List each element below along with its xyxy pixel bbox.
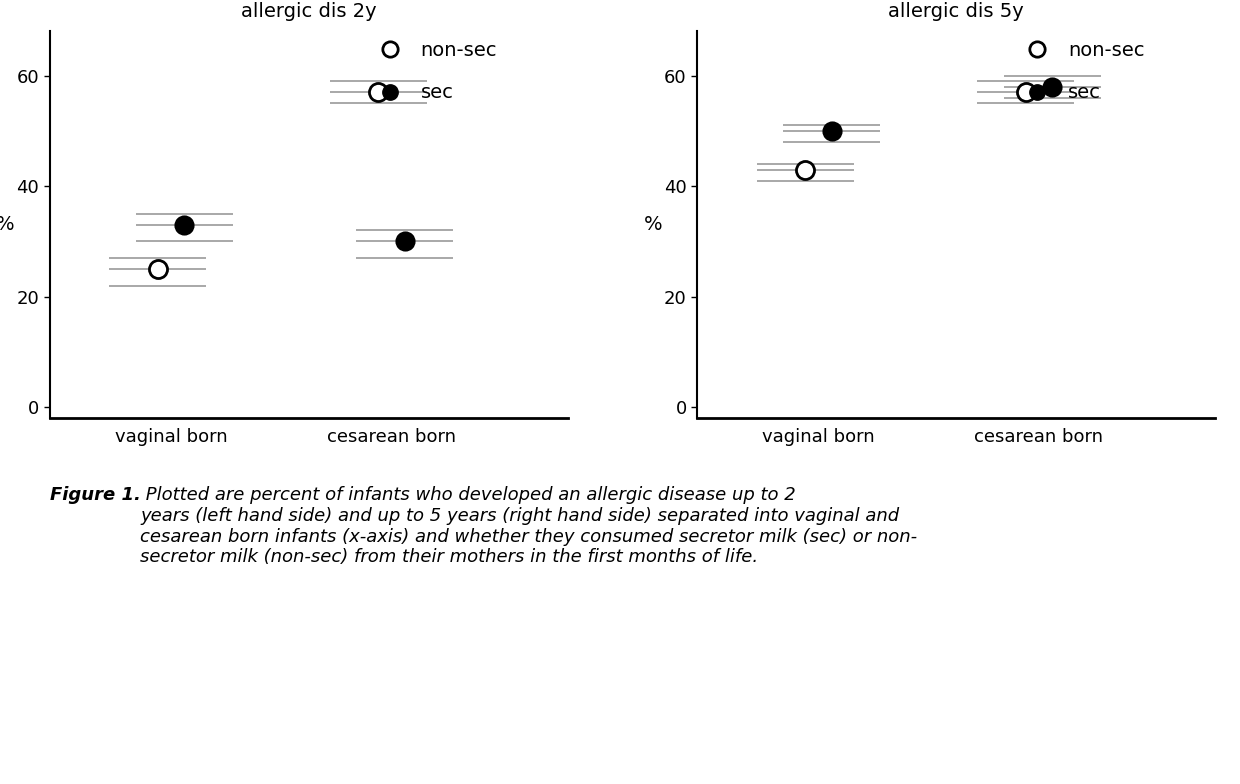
Title: allergic dis 5y: allergic dis 5y [888,2,1024,21]
Title: allergic dis 2y: allergic dis 2y [241,2,377,21]
Y-axis label: %: % [0,216,15,234]
Legend: non-sec, sec: non-sec, sec [371,41,497,103]
Text: Plotted are percent of infants who developed an allergic disease up to 2
years (: Plotted are percent of infants who devel… [140,486,918,567]
Y-axis label: %: % [644,216,662,234]
Legend: non-sec, sec: non-sec, sec [1018,41,1145,103]
Text: Figure 1.: Figure 1. [50,486,140,504]
